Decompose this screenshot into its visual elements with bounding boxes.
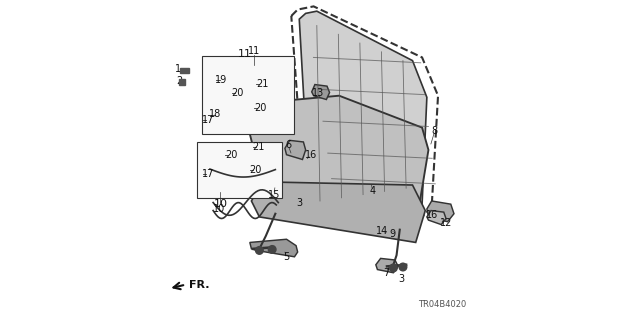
Text: 18: 18 xyxy=(209,109,221,119)
Text: 13: 13 xyxy=(312,87,324,98)
Text: 3: 3 xyxy=(398,274,404,284)
Text: FR.: FR. xyxy=(189,280,209,290)
Text: 16: 16 xyxy=(305,150,317,160)
Text: 3: 3 xyxy=(296,197,302,208)
Text: 20: 20 xyxy=(225,150,237,160)
Polygon shape xyxy=(252,182,425,242)
Text: 10: 10 xyxy=(214,199,228,209)
Text: 21: 21 xyxy=(253,142,265,152)
Text: 11: 11 xyxy=(248,46,260,56)
Polygon shape xyxy=(285,140,306,160)
Text: 2: 2 xyxy=(176,76,182,86)
Text: 8: 8 xyxy=(432,126,438,136)
Polygon shape xyxy=(250,96,428,207)
Polygon shape xyxy=(300,11,427,219)
Text: 5: 5 xyxy=(284,252,290,262)
Text: 7: 7 xyxy=(383,268,390,278)
Polygon shape xyxy=(250,239,298,257)
Polygon shape xyxy=(427,211,446,225)
Text: 10: 10 xyxy=(213,204,226,214)
Text: 14: 14 xyxy=(376,226,388,236)
Text: TR04B4020: TR04B4020 xyxy=(419,300,467,309)
Bar xyxy=(179,79,186,85)
Circle shape xyxy=(399,263,407,271)
Circle shape xyxy=(268,246,276,253)
Text: 11: 11 xyxy=(238,48,252,59)
Text: 19: 19 xyxy=(215,75,227,85)
Text: 17: 17 xyxy=(202,115,214,125)
Polygon shape xyxy=(376,258,398,273)
Circle shape xyxy=(255,247,263,254)
Text: 9: 9 xyxy=(390,229,396,240)
Text: 16: 16 xyxy=(426,210,438,220)
Polygon shape xyxy=(427,201,454,222)
Circle shape xyxy=(390,264,397,272)
Text: 12: 12 xyxy=(440,218,452,228)
Bar xyxy=(180,68,189,73)
Text: 15: 15 xyxy=(268,189,280,200)
Text: 1: 1 xyxy=(175,63,181,74)
Text: 21: 21 xyxy=(256,79,268,89)
Text: 20: 20 xyxy=(254,103,266,113)
Text: 6: 6 xyxy=(285,140,291,150)
FancyBboxPatch shape xyxy=(202,56,294,134)
Text: 20: 20 xyxy=(250,165,262,175)
FancyBboxPatch shape xyxy=(197,142,282,198)
Text: 17: 17 xyxy=(202,169,214,179)
Text: 4: 4 xyxy=(369,186,376,197)
Polygon shape xyxy=(312,85,330,100)
Text: 20: 20 xyxy=(231,87,243,98)
